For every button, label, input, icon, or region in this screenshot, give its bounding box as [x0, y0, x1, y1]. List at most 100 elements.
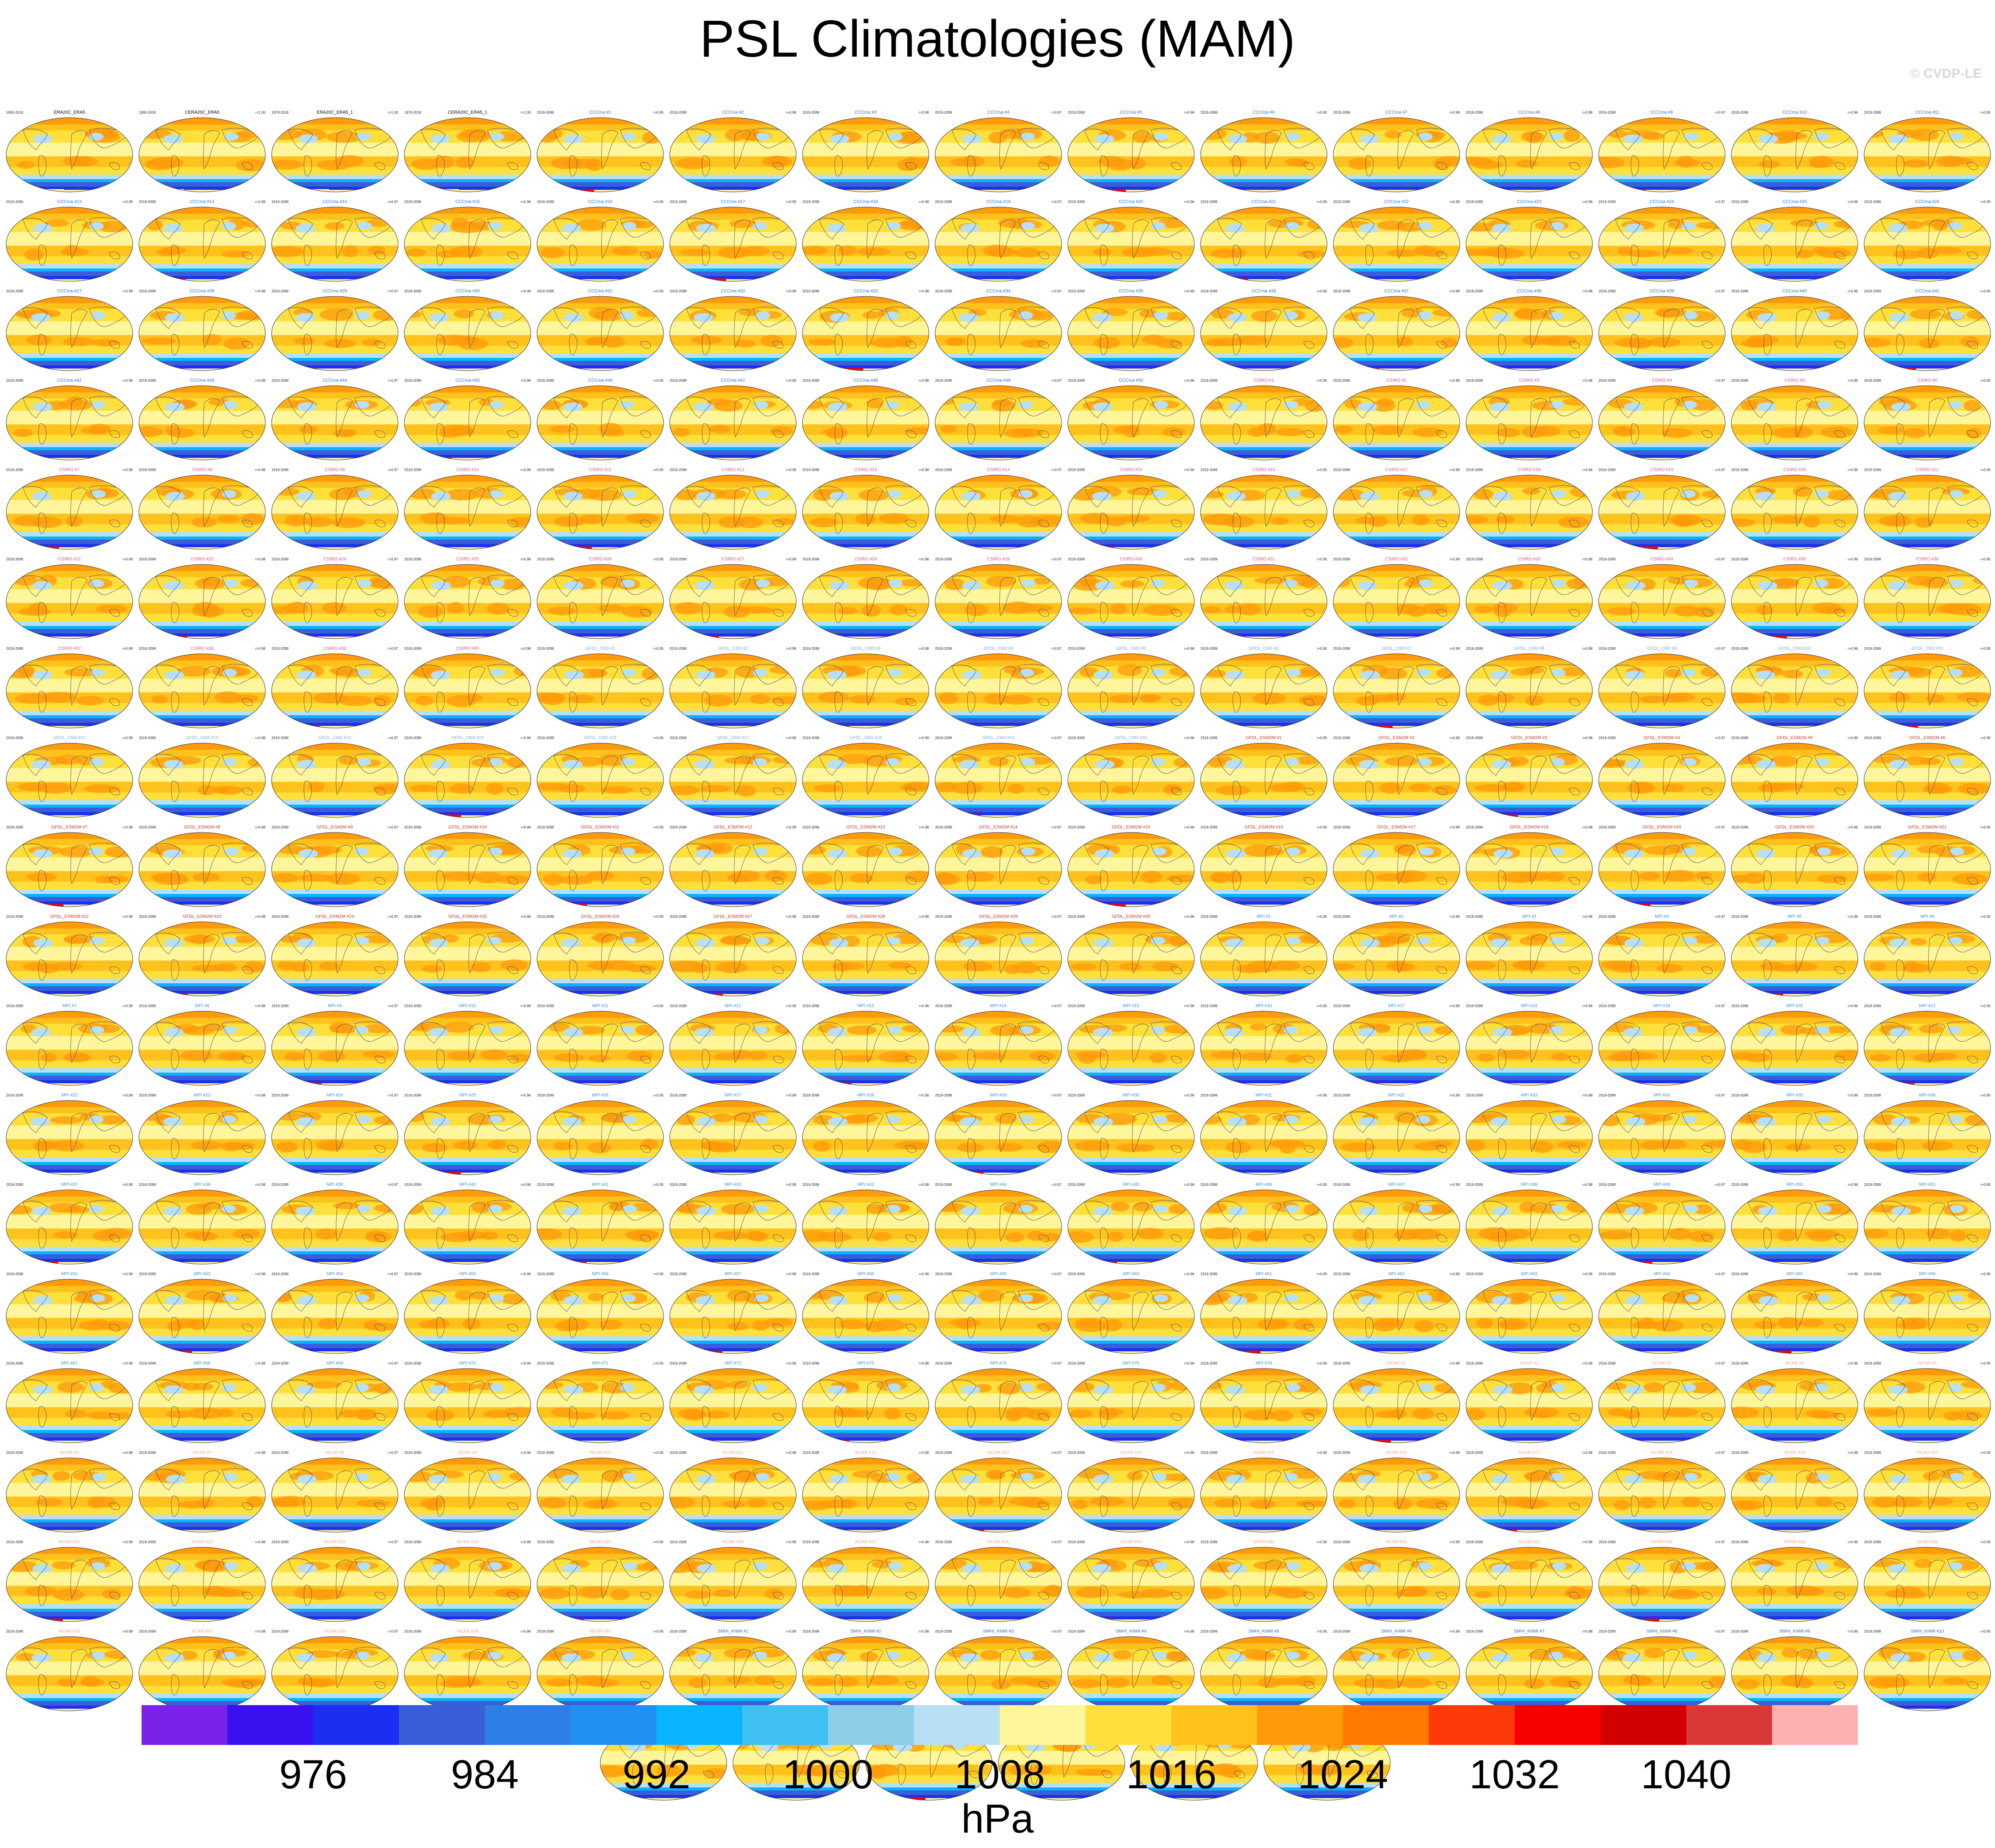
psl-band: [1201, 500, 1327, 514]
panel-title: GFDL_ESM2M #3: [1511, 736, 1547, 740]
high-pressure-cell: [248, 758, 265, 767]
map-panel: 2019-2099 CCCma #15 r=0.96: [403, 199, 532, 285]
high-pressure-cell: [1139, 694, 1162, 702]
psl-map: [1864, 564, 1991, 639]
psl-band: [272, 1075, 398, 1081]
psl-map: [6, 653, 133, 728]
coastline: [1100, 334, 1109, 355]
coastline: [734, 130, 751, 170]
psl-band: [670, 986, 796, 992]
psl-band: [935, 1083, 1062, 1085]
psl-band: [1599, 271, 1725, 277]
psl-map: [1864, 832, 1991, 907]
psl-band: [1864, 345, 1991, 354]
panel-correlation: r=0.96: [1184, 200, 1194, 204]
psl-band: [1201, 524, 1327, 533]
psl-band: [1599, 901, 1725, 905]
psl-band: [802, 986, 929, 992]
psl-band: [404, 857, 531, 872]
high-pressure-cell: [243, 961, 265, 973]
psl-band: [537, 636, 664, 639]
map-panel: 2019-2099 MPI #5 r=0.96: [1730, 914, 1859, 1000]
psl-band: [404, 718, 531, 724]
low-pressure-cell: [1021, 222, 1035, 230]
psl-band: [1731, 723, 1858, 727]
panel-title: CCCma #7: [1385, 110, 1408, 115]
panel-correlation: r=0.99: [786, 736, 796, 740]
panel-period: 2019-2099: [6, 379, 23, 383]
psl-band: [6, 897, 133, 902]
psl-band: [1599, 660, 1725, 667]
low-pressure-cell: [885, 311, 900, 319]
panel-title: GFDL_ESM2M #15: [1112, 825, 1151, 830]
panel-header: 2019-2099 CCCma #36 r=0.95: [1200, 288, 1328, 295]
psl-band: [935, 232, 1062, 246]
psl-band: [6, 928, 133, 935]
psl-band: [802, 544, 929, 548]
psl-band: [272, 726, 398, 728]
psl-band: [272, 142, 398, 157]
low-pressure-cell: [564, 581, 583, 590]
psl-band: [537, 321, 664, 336]
psl-band: [537, 268, 664, 272]
low-pressure-cell: [1152, 490, 1167, 498]
high-pressure-cell: [548, 606, 576, 616]
psl-band: [670, 978, 796, 984]
map-border: [1200, 207, 1327, 282]
psl-band: [1333, 571, 1460, 578]
psl-band: [1731, 360, 1858, 366]
high-pressure-cell: [936, 782, 957, 792]
low-pressure-cell: [1681, 490, 1696, 498]
coastline: [1482, 307, 1508, 329]
panel-header: 2019-2099 MPI #16 r=0.95: [1200, 1003, 1328, 1009]
psl-band: [802, 1075, 929, 1081]
panel-title: GFDL_ESM2M #12: [714, 825, 752, 830]
high-pressure-cell: [1887, 515, 1911, 527]
low-pressure-cell: [164, 939, 184, 947]
psl-map: [1598, 117, 1726, 192]
psl-band: [1731, 156, 1858, 168]
psl-band: [272, 613, 398, 622]
psl-band: [802, 571, 929, 578]
psl-band: [1201, 654, 1327, 661]
psl-band: [6, 539, 133, 545]
map-panel: 2019-2099 MPI #7 r=0.99: [5, 1003, 134, 1089]
coastline: [374, 341, 386, 349]
psl-band: [1864, 971, 1991, 979]
psl-band: [1466, 978, 1592, 984]
panel-period: 2019-2099: [802, 289, 820, 293]
panel-header: 2019-2099 GFDL_ESM2M #27 r=0.99: [669, 914, 797, 920]
coastline: [70, 130, 88, 170]
high-pressure-cell: [1910, 129, 1939, 141]
psl-band: [935, 276, 1062, 280]
psl-band: [404, 1011, 531, 1019]
map-border: [1598, 207, 1726, 282]
low-pressure-cell: [1949, 133, 1964, 141]
map-border: [1466, 296, 1593, 371]
high-pressure-cell: [809, 338, 836, 346]
panel-title: CSIRO #25: [456, 557, 479, 562]
high-pressure-cell: [802, 400, 823, 409]
antarctic-high: [1375, 725, 1393, 728]
psl-band: [1731, 564, 1858, 572]
coastline: [1928, 130, 1945, 170]
low-pressure-cell: [1228, 313, 1247, 322]
panel-title: CCCma #14: [322, 199, 347, 204]
low-pressure-cell: [622, 133, 636, 141]
panel-correlation: r=0.97: [1051, 111, 1062, 115]
psl-band: [1466, 271, 1592, 277]
low-pressure-cell: [755, 937, 770, 945]
panel-header: 2019-2099 CSIRO #20 r=0.96: [1730, 467, 1859, 473]
psl-band: [1201, 994, 1327, 996]
low-pressure-cell: [694, 760, 714, 769]
low-pressure-cell: [1756, 849, 1776, 858]
psl-band: [1201, 207, 1327, 215]
high-pressure-cell: [1917, 247, 1938, 259]
psl-band: [6, 679, 133, 693]
psl-band: [404, 368, 531, 371]
psl-band: [1731, 928, 1858, 935]
high-pressure-cell: [60, 846, 92, 858]
low-pressure-cell: [1154, 133, 1168, 141]
psl-band: [1864, 928, 1991, 935]
coastline: [303, 334, 312, 355]
